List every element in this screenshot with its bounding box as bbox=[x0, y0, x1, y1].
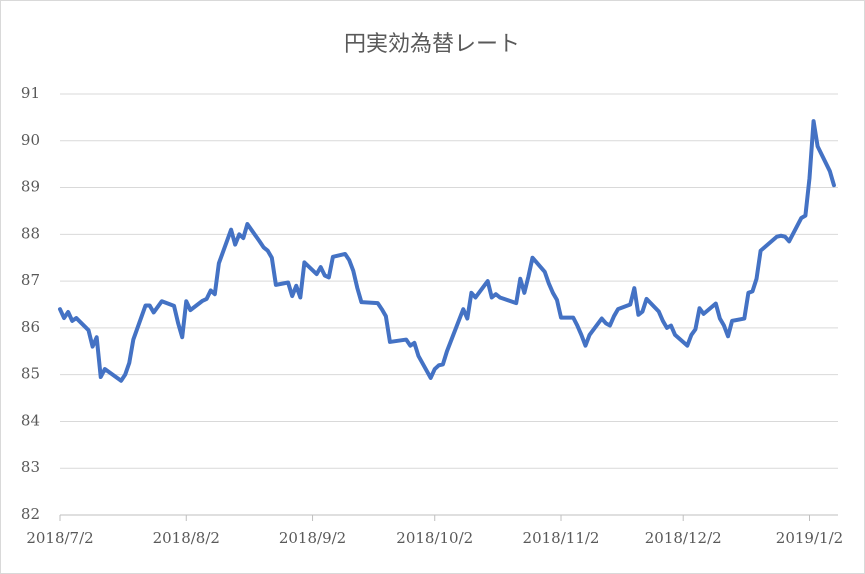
line-series bbox=[58, 119, 836, 383]
x-tick-label: 2018/8/2 bbox=[153, 529, 220, 547]
y-tick-label: 82 bbox=[21, 505, 40, 523]
y-tick-label: 91 bbox=[21, 84, 40, 102]
x-tick-label: 2019/1/2 bbox=[776, 529, 843, 547]
x-tick-label: 2018/7/2 bbox=[26, 529, 93, 547]
x-tick-label: 2018/10/2 bbox=[396, 529, 473, 547]
y-tick-label: 90 bbox=[21, 131, 40, 149]
y-tick-label: 83 bbox=[21, 458, 40, 476]
chart-title: 円実効為替レート bbox=[344, 32, 520, 57]
y-tick-label: 85 bbox=[21, 365, 40, 383]
x-tick-label: 2018/12/2 bbox=[645, 529, 722, 547]
y-tick-label: 84 bbox=[21, 411, 40, 429]
x-tick-label: 2018/9/2 bbox=[279, 529, 346, 547]
y-tick-label: 86 bbox=[21, 318, 40, 336]
x-tick-label: 2018/11/2 bbox=[523, 529, 600, 547]
y-tick-label: 87 bbox=[21, 271, 40, 289]
y-tick-label: 88 bbox=[21, 224, 40, 242]
y-tick-label: 89 bbox=[21, 178, 40, 196]
